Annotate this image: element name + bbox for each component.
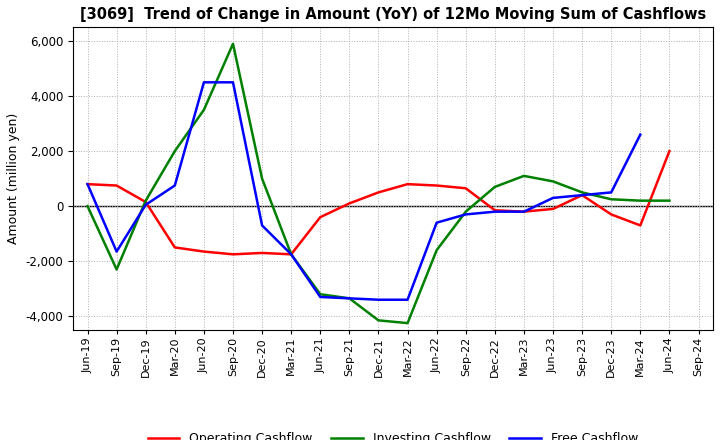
Investing Cashflow (665, 198, 674, 203)
Free Cashflow (432, 220, 441, 225)
Operating Cashflow (549, 206, 557, 212)
Operating Cashflow (636, 223, 644, 228)
Investing Cashflow (607, 197, 616, 202)
Free Cashflow (345, 296, 354, 301)
Investing Cashflow (171, 148, 179, 154)
Operating Cashflow (403, 182, 412, 187)
Operating Cashflow (258, 250, 266, 256)
Free Cashflow (141, 202, 150, 207)
Investing Cashflow (141, 198, 150, 203)
Line: Investing Cashflow: Investing Cashflow (88, 44, 670, 323)
Operating Cashflow (287, 252, 295, 257)
Operating Cashflow (171, 245, 179, 250)
Investing Cashflow (490, 184, 499, 190)
Operating Cashflow (665, 148, 674, 154)
Operating Cashflow (199, 249, 208, 254)
Operating Cashflow (84, 182, 92, 187)
Free Cashflow (374, 297, 383, 302)
Free Cashflow (490, 209, 499, 214)
Operating Cashflow (316, 215, 325, 220)
Operating Cashflow (229, 252, 238, 257)
Operating Cashflow (607, 212, 616, 217)
Free Cashflow (403, 297, 412, 302)
Investing Cashflow (374, 318, 383, 323)
Title: [3069]  Trend of Change in Amount (YoY) of 12Mo Moving Sum of Cashflows: [3069] Trend of Change in Amount (YoY) o… (80, 7, 706, 22)
Operating Cashflow (520, 209, 528, 214)
Legend: Operating Cashflow, Investing Cashflow, Free Cashflow: Operating Cashflow, Investing Cashflow, … (143, 427, 643, 440)
Free Cashflow (287, 252, 295, 257)
Operating Cashflow (490, 208, 499, 213)
Free Cashflow (607, 190, 616, 195)
Investing Cashflow (229, 41, 238, 47)
Operating Cashflow (462, 186, 470, 191)
Free Cashflow (199, 80, 208, 85)
Free Cashflow (636, 132, 644, 137)
Free Cashflow (258, 223, 266, 228)
Investing Cashflow (258, 176, 266, 181)
Investing Cashflow (549, 179, 557, 184)
Free Cashflow (578, 193, 587, 198)
Investing Cashflow (636, 198, 644, 203)
Y-axis label: Amount (million yen): Amount (million yen) (7, 113, 20, 244)
Investing Cashflow (432, 248, 441, 253)
Investing Cashflow (345, 296, 354, 301)
Investing Cashflow (112, 267, 121, 272)
Operating Cashflow (374, 190, 383, 195)
Free Cashflow (112, 249, 121, 254)
Operating Cashflow (112, 183, 121, 188)
Free Cashflow (84, 182, 92, 187)
Free Cashflow (520, 209, 528, 214)
Investing Cashflow (287, 252, 295, 257)
Free Cashflow (316, 294, 325, 300)
Operating Cashflow (432, 183, 441, 188)
Investing Cashflow (520, 173, 528, 179)
Operating Cashflow (578, 193, 587, 198)
Investing Cashflow (199, 107, 208, 113)
Operating Cashflow (345, 201, 354, 206)
Investing Cashflow (403, 320, 412, 326)
Free Cashflow (549, 195, 557, 201)
Investing Cashflow (578, 190, 587, 195)
Free Cashflow (171, 183, 179, 188)
Line: Free Cashflow: Free Cashflow (88, 82, 640, 300)
Free Cashflow (229, 80, 238, 85)
Free Cashflow (462, 212, 470, 217)
Line: Operating Cashflow: Operating Cashflow (88, 151, 670, 254)
Investing Cashflow (462, 209, 470, 214)
Operating Cashflow (141, 199, 150, 205)
Investing Cashflow (316, 292, 325, 297)
Investing Cashflow (84, 204, 92, 209)
